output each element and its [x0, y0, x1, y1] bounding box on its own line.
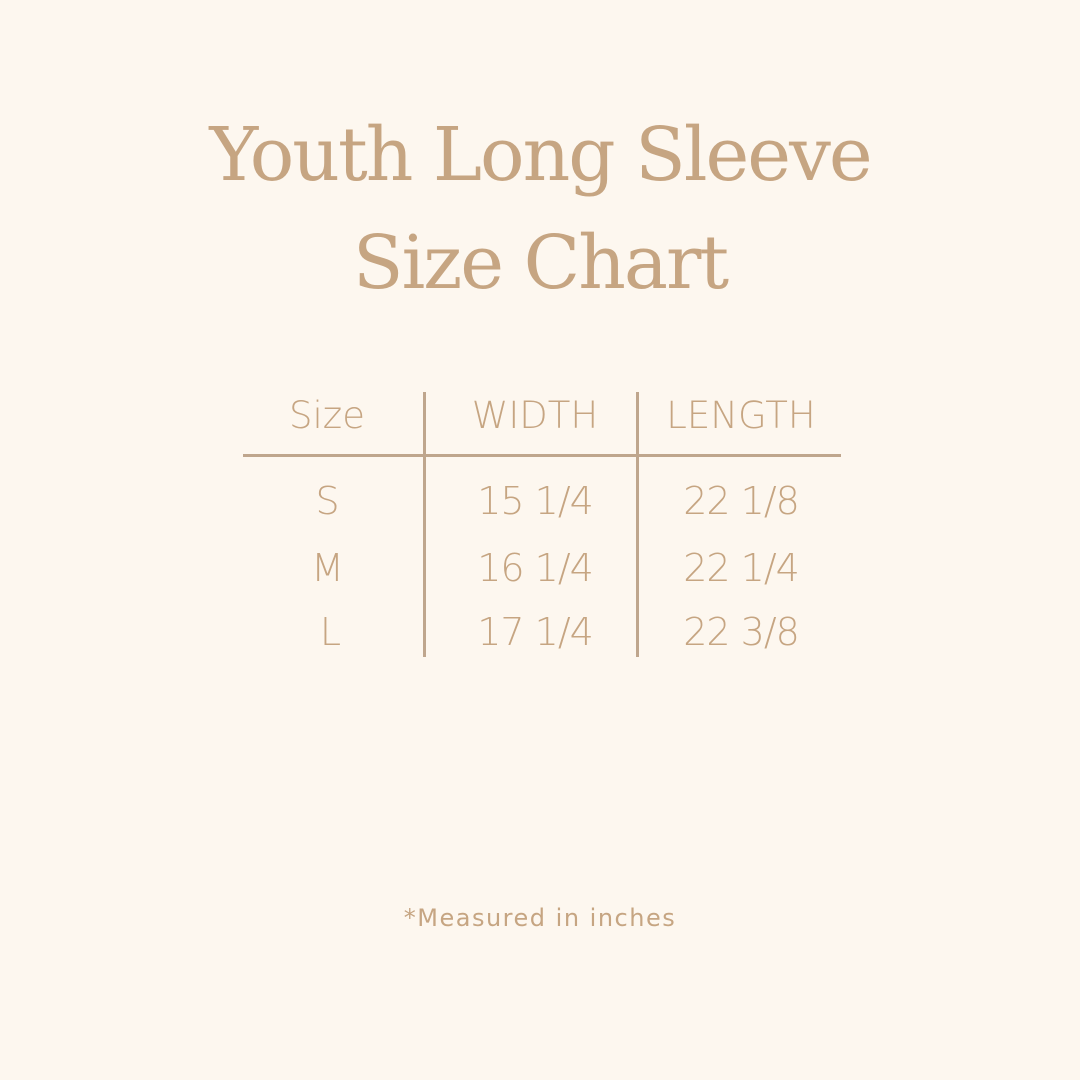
- title-line-2: Size Chart: [352, 220, 729, 306]
- footnote: *Measured in inches: [403, 904, 677, 932]
- row-l-length: 22 3/8: [683, 610, 800, 654]
- header-size: Size: [289, 394, 365, 437]
- header-divider: [243, 454, 841, 457]
- row-s-width: 15 1/4: [477, 479, 594, 523]
- column-divider-1: [423, 392, 426, 657]
- title-line-1: Youth Long Sleeve: [209, 112, 872, 198]
- row-l-size: L: [319, 610, 341, 654]
- row-m-length: 22 1/4: [683, 546, 800, 590]
- header-width: WIDTH: [471, 394, 599, 437]
- row-s-length: 22 1/8: [683, 479, 800, 523]
- column-divider-2: [636, 392, 639, 657]
- header-length: LENGTH: [666, 394, 816, 437]
- row-m-width: 16 1/4: [477, 546, 594, 590]
- row-l-width: 17 1/4: [477, 610, 594, 654]
- row-s-size: S: [315, 479, 339, 523]
- row-m-size: M: [311, 546, 344, 590]
